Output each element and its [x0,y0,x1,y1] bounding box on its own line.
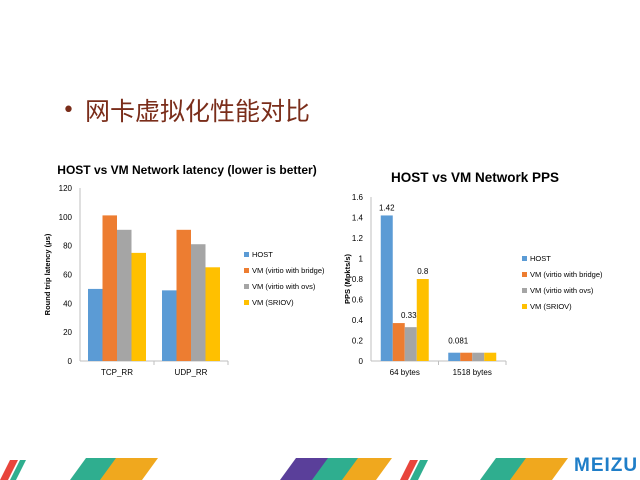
bar-1518-bytes-series-2 [472,352,485,361]
bar-64-bytes-series-2 [404,327,417,361]
y-tick-label: 0.4 [352,316,364,325]
data-label: 0.33 [401,311,417,320]
x-tick-label: UDP_RR [175,368,208,377]
legend-entry: VM (virtio with bridge) [530,270,603,279]
legend-swatch [244,268,249,273]
legend-swatch [522,288,527,293]
chart-title: HOST vs VM Network latency (lower is bet… [57,163,316,177]
y-tick-label: 60 [63,271,72,280]
x-tick-label: 64 bytes [390,368,420,377]
footer-stripe [410,460,428,480]
y-tick-label: 0.8 [352,275,364,284]
bar-tcp_rr-series-3 [131,252,146,361]
bar-udp_rr-series-3 [205,267,220,361]
legend-entry: HOST [530,254,551,263]
legend-swatch [522,272,527,277]
footer-stripe [400,460,418,480]
slide-title-text: 网卡虚拟化性能对比 [84,97,310,126]
bar-tcp_rr-series-2 [117,229,132,361]
footer-stripe [10,460,26,480]
bar-udp_rr-series-0 [162,290,177,361]
legend-entry: VM (virtio with ovs) [530,286,594,295]
y-tick-label: 0 [68,357,73,366]
x-tick-label: 1518 bytes [453,368,492,377]
slide-title: • 网卡虚拟化性能对比 [62,92,310,128]
bar-1518-bytes-series-0 [448,352,461,361]
bar-64-bytes-series-1 [392,323,405,361]
y-tick-label: 1.4 [352,214,364,223]
footer-stripe [0,460,18,480]
legend-entry: HOST [252,250,273,259]
legend-entry: VM (virtio with bridge) [252,266,325,275]
legend-entry: VM (SRIOV) [530,302,572,311]
y-tick-label: 80 [63,242,72,251]
bar-udp_rr-series-2 [191,244,206,361]
y-tick-label: 1.2 [352,234,364,243]
footer-stripe [100,458,158,480]
legend-entry: VM (SRIOV) [252,298,294,307]
bar-tcp_rr-series-0 [88,288,103,361]
bullet-icon: • [62,97,75,123]
y-tick-label: 120 [59,184,73,193]
y-tick-label: 0 [359,357,364,366]
footer-decoration [0,458,568,480]
data-label: 0.8 [417,267,429,276]
chart-title: HOST vs VM Network PPS [391,170,559,185]
bar-64-bytes-series-0 [380,215,393,361]
footer-stripe [342,458,392,480]
legend-entry: VM (virtio with ovs) [252,282,316,291]
y-tick-label: 40 [63,299,72,308]
bar-1518-bytes-series-3 [484,352,497,361]
y-tick-label: 20 [63,328,72,337]
bar-1518-bytes-series-1 [460,352,473,361]
legend-swatch [244,300,249,305]
legend-swatch [522,304,527,309]
bar-udp_rr-series-1 [176,229,191,361]
legend-swatch [522,256,527,261]
y-tick-label: 1.6 [352,193,364,202]
y-tick-label: 0.6 [352,296,364,305]
y-axis-label: Round trip latency (μs) [43,233,52,315]
bar-64-bytes-series-3 [416,279,429,361]
legend-swatch [244,284,249,289]
legend-swatch [244,252,249,257]
footer-stripe [510,458,568,480]
y-tick-label: 1 [359,255,364,264]
y-axis-label: PPS (Mpkts/s) [343,253,352,304]
x-tick-label: TCP_RR [101,368,133,377]
y-tick-label: 100 [59,213,73,222]
meizu-logo: MEIZU [574,455,639,476]
bar-tcp_rr-series-1 [102,215,117,361]
y-tick-label: 0.2 [352,337,364,346]
data-label: 0.081 [448,337,469,346]
data-label: 1.42 [379,203,395,212]
